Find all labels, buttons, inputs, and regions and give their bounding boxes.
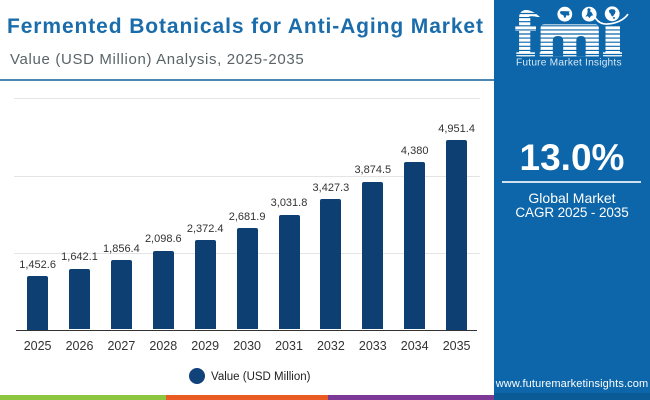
svg-text:Future Market Insights: Future Market Insights <box>516 58 622 69</box>
